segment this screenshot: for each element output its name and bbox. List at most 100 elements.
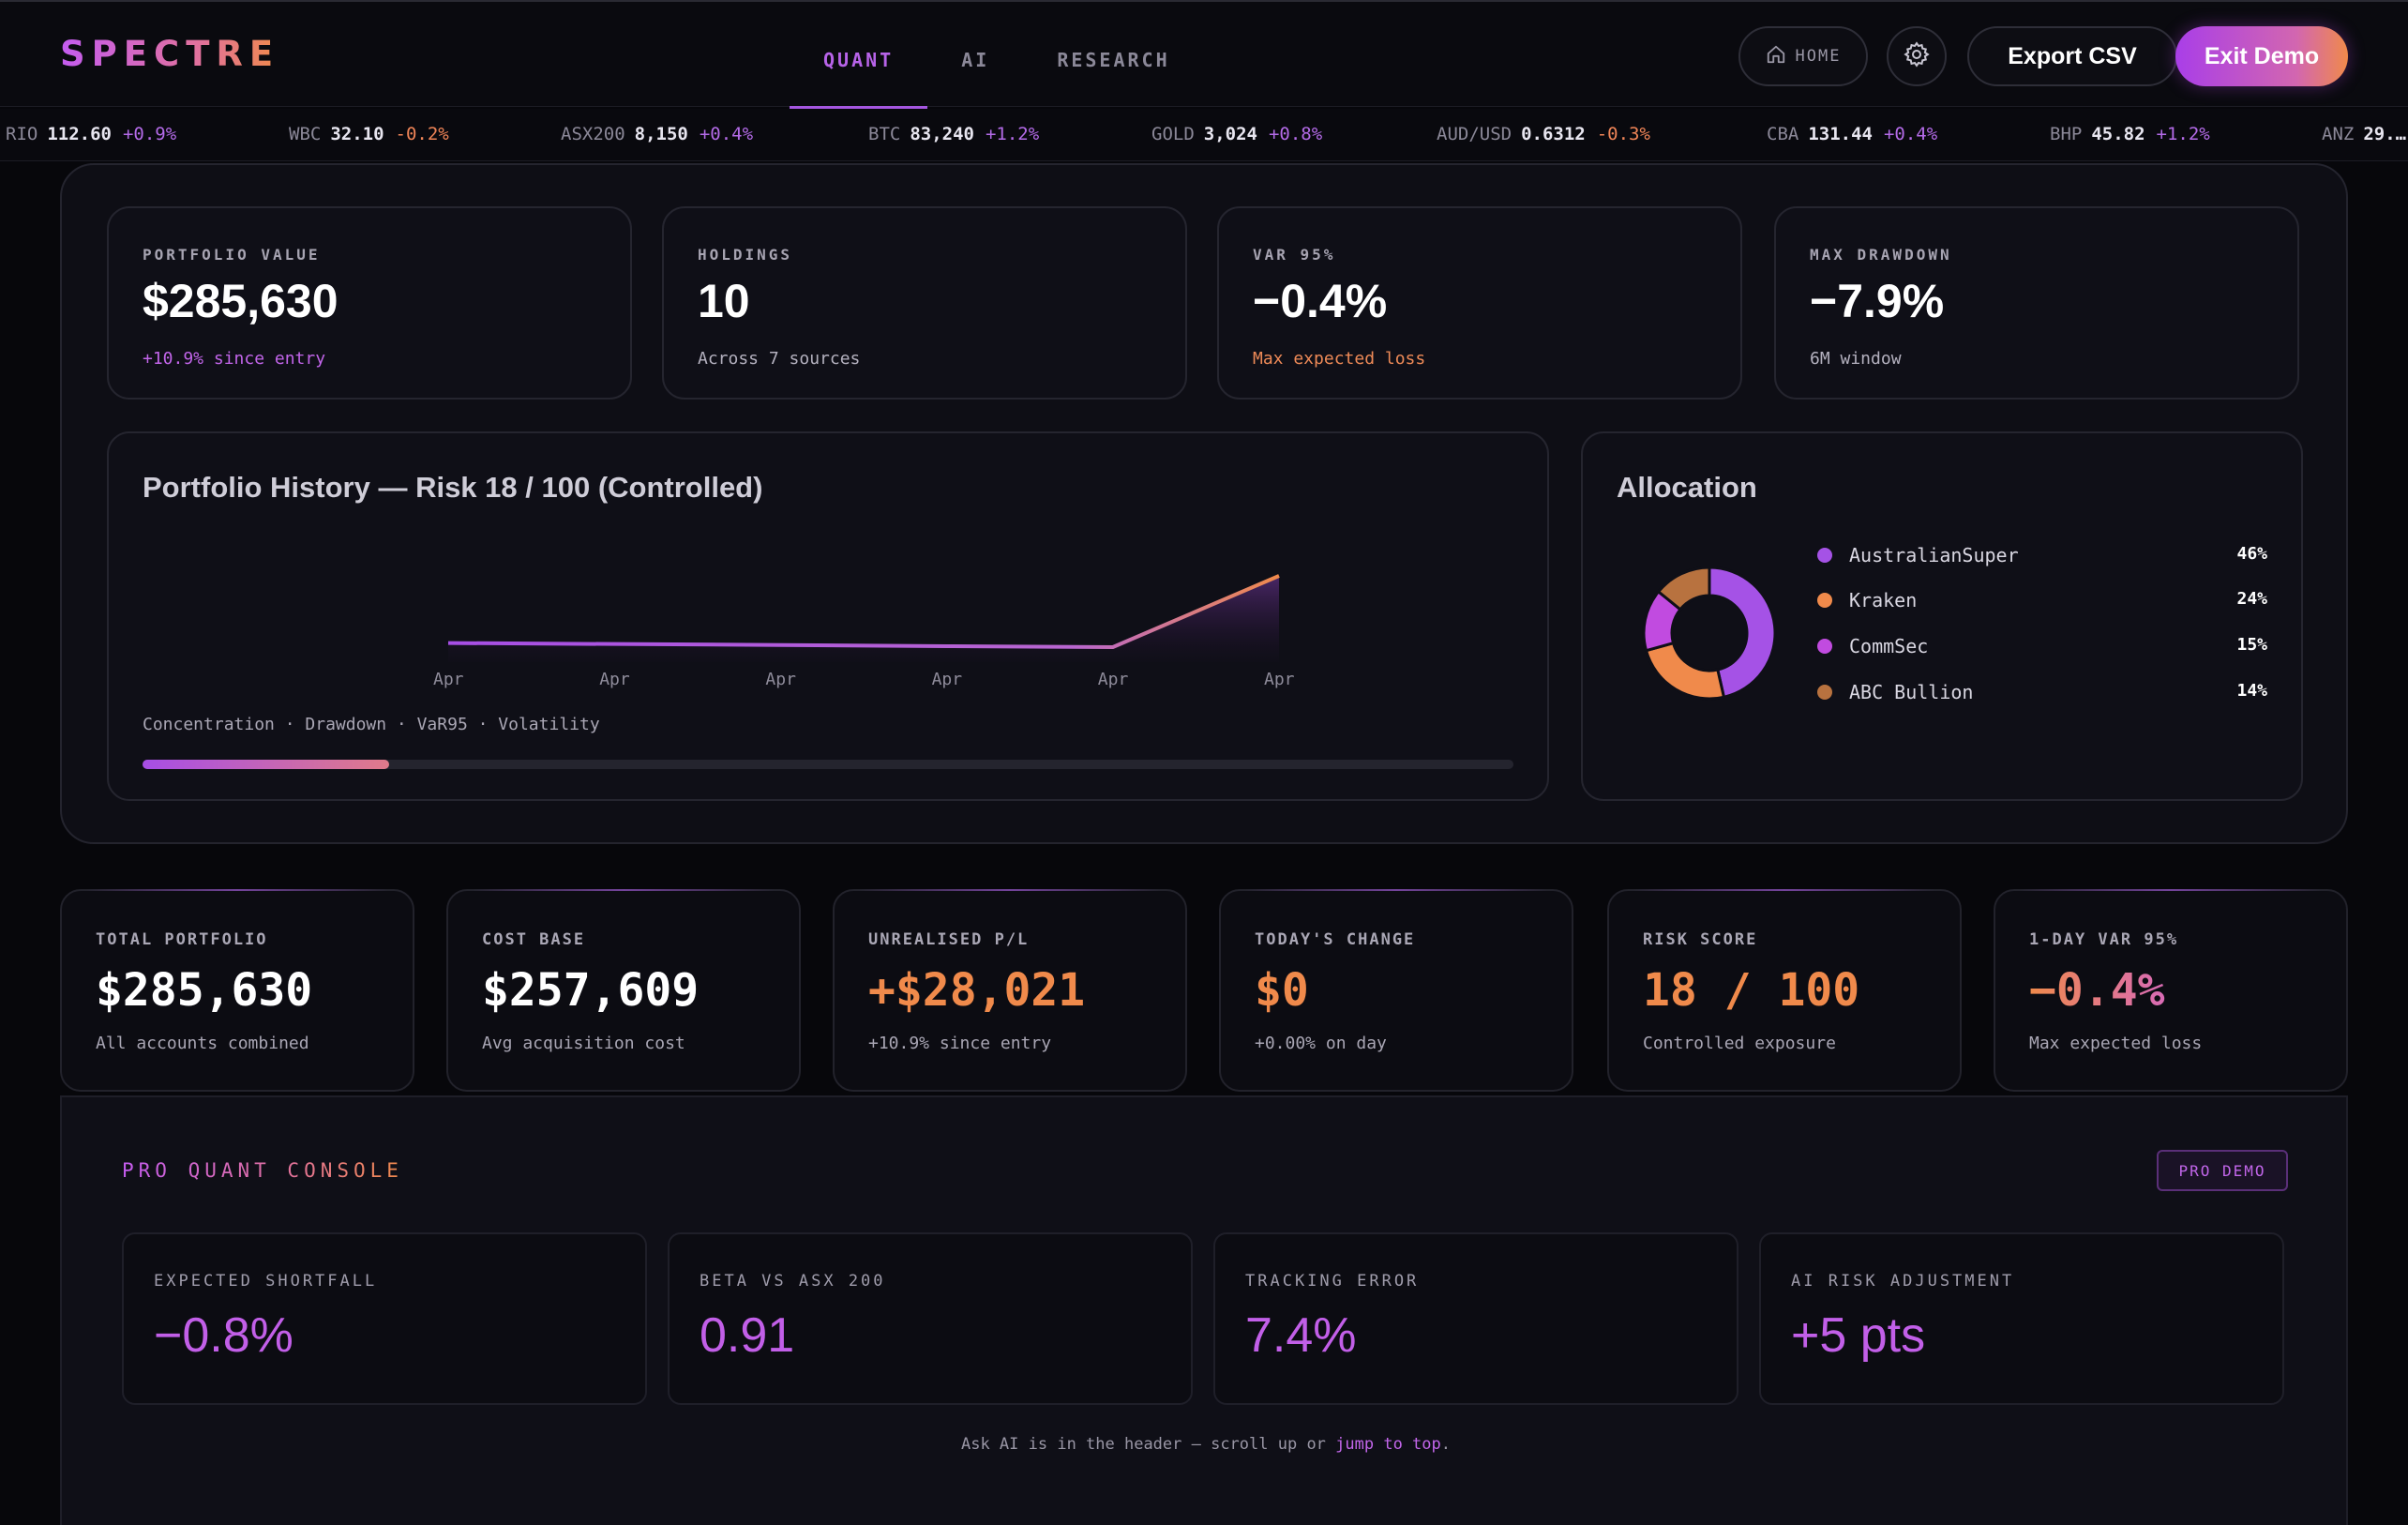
home-label: HOME — [1795, 47, 1842, 66]
allocation-name: ABC Bullion — [1849, 681, 1974, 703]
ticker-change: +1.2% — [985, 124, 1040, 144]
ticker-symbol: AUD/USD — [1437, 124, 1513, 144]
ticker-price: 3,024 — [1203, 124, 1257, 144]
portfolio-history-card: Portfolio History — Risk 18 / 100 (Contr… — [107, 431, 1549, 801]
pro-demo-badge: PRO DEMO — [2157, 1150, 2288, 1191]
allocation-item: AustralianSuper 46% — [1817, 542, 2267, 570]
ticker-change: +0.4% — [1883, 124, 1938, 144]
ticker-item: GOLD 3,024 +0.8% — [1151, 124, 1322, 144]
var-card: VAR 95% −0.4% Max expected loss — [1217, 206, 1742, 400]
allocation-name: AustralianSuper — [1849, 544, 2019, 566]
chart-title: Portfolio History — Risk 18 / 100 (Contr… — [143, 471, 763, 504]
ticker-price: 131.44 — [1808, 124, 1873, 144]
ticker-price: 8,150 — [634, 124, 688, 144]
market-ticker: RIO 112.60 +0.9% WBC 32.10 -0.2% ASX200 8,150… — [0, 109, 2408, 161]
unrealised-pl-card: UNREALISED P/L +$28,021 +10.9% since ent… — [833, 889, 1187, 1092]
expected-shortfall-card: EXPECTED SHORTFALL −0.8% — [122, 1232, 647, 1405]
kpi-value: +$28,021 — [868, 964, 1086, 1017]
legend-dot — [1817, 593, 1832, 608]
metric-value: +5 pts — [1791, 1308, 1926, 1363]
donut-slice[interactable] — [1656, 566, 1711, 612]
ticker-symbol: GOLD — [1151, 124, 1195, 144]
allocation-donut-chart — [1642, 566, 1777, 701]
tracking-error-card: TRACKING ERROR 7.4% — [1213, 1232, 1738, 1405]
metric-label: EXPECTED SHORTFALL — [154, 1272, 378, 1291]
note-suffix: . — [1440, 1435, 1451, 1454]
history-area-fill — [448, 576, 1279, 662]
gear-icon — [1903, 40, 1931, 73]
portfolio-value-card: PORTFOLIO VALUE $285,630 +10.9% since en… — [107, 206, 632, 400]
ticker-symbol: CBA — [1767, 124, 1799, 144]
ticker-change: +0.8% — [1268, 124, 1323, 144]
ticker-price: 0.6312 — [1521, 124, 1586, 144]
app-logo[interactable]: SPECTRE — [60, 34, 280, 74]
kpi-label: COST BASE — [482, 930, 586, 949]
kpi-label: 1-DAY VAR 95% — [2029, 930, 2179, 949]
stat-value: −7.9% — [1810, 275, 1945, 327]
ticker-price: 45.82 — [2091, 124, 2145, 144]
metric-value: 0.91 — [700, 1308, 795, 1363]
settings-button[interactable] — [1887, 26, 1947, 86]
x-tick-label: Apr — [599, 670, 630, 689]
x-tick-label: Apr — [1098, 670, 1129, 689]
main-nav: QUANT AI RESEARCH — [790, 2, 1204, 109]
stat-sub: Across 7 sources — [698, 349, 861, 369]
x-tick-label: Apr — [765, 670, 796, 689]
legend-dot — [1817, 639, 1832, 654]
ticker-symbol: RIO — [6, 124, 38, 144]
legend-dot — [1817, 685, 1832, 700]
kpi-label: UNREALISED P/L — [868, 930, 1030, 949]
ticker-item: ASX200 8,150 +0.4% — [561, 124, 753, 144]
stat-sub: +10.9% since entry — [143, 349, 326, 369]
ticker-change: -0.2% — [395, 124, 449, 144]
console-title: PRO QUANT CONSOLE — [122, 1159, 403, 1182]
risk-score-card: RISK SCORE 18 / 100 Controlled exposure — [1607, 889, 1962, 1092]
portfolio-overview-panel: PORTFOLIO VALUE $285,630 +10.9% since en… — [60, 163, 2348, 844]
stat-value: 10 — [698, 275, 750, 327]
donut-slice[interactable] — [1644, 641, 1726, 701]
kpi-sub: Avg acquisition cost — [482, 1034, 685, 1053]
kpi-value: $0 — [1255, 964, 1309, 1017]
cost-base-card: COST BASE $257,609 Avg acquisition cost — [446, 889, 801, 1092]
ticker-symbol: ANZ — [2322, 124, 2355, 144]
stat-label: MAX DRAWDOWN — [1810, 246, 1952, 264]
metric-value: −0.8% — [154, 1308, 293, 1363]
home-icon — [1766, 44, 1786, 69]
ticker-symbol: BTC — [868, 124, 901, 144]
todays-change-card: TODAY'S CHANGE $0 +0.00% on day — [1219, 889, 1573, 1092]
holdings-card: HOLDINGS 10 Across 7 sources — [662, 206, 1187, 400]
x-tick-label: Apr — [433, 670, 464, 689]
ticker-item: AUD/USD 0.6312 -0.3% — [1437, 124, 1650, 144]
stat-label: VAR 95% — [1253, 246, 1336, 264]
allocation-title: Allocation — [1617, 471, 1757, 504]
stat-sub: 6M window — [1810, 349, 1902, 369]
exit-demo-button[interactable]: Exit Demo — [2175, 26, 2348, 86]
export-csv-button[interactable]: Export CSV — [1967, 26, 2177, 86]
kpi-label: RISK SCORE — [1643, 930, 1758, 949]
risk-score-bar — [143, 760, 1513, 769]
ticker-price: 112.60 — [47, 124, 112, 144]
jump-to-top-link[interactable]: jump to top — [1335, 1435, 1441, 1454]
stat-label: PORTFOLIO VALUE — [143, 246, 321, 264]
ticker-price: 29.… — [2363, 124, 2407, 144]
stat-value: $285,630 — [143, 275, 339, 327]
x-tick-label: Apr — [1264, 670, 1295, 689]
risk-factors-legend: Concentration · Drawdown · VaR95 · Volat… — [143, 715, 600, 734]
ticker-price: 83,240 — [910, 124, 974, 144]
kpi-value: 18 / 100 — [1643, 964, 1860, 1017]
tab-ai[interactable]: AI — [961, 49, 990, 71]
ticker-change: +0.4% — [699, 124, 754, 144]
allocation-item: Kraken 24% — [1817, 587, 2267, 615]
donut-slice[interactable] — [1708, 566, 1777, 700]
max-drawdown-card: MAX DRAWDOWN −7.9% 6M window — [1774, 206, 2299, 400]
allocation-name: Kraken — [1849, 589, 1918, 612]
kpi-label: TOTAL PORTFOLIO — [96, 930, 268, 949]
risk-score-fill — [143, 760, 390, 769]
tab-quant[interactable]: QUANT — [790, 2, 928, 109]
allocation-pct: 46% — [2236, 544, 2267, 564]
tab-research[interactable]: RESEARCH — [1057, 49, 1170, 71]
ticker-price: 32.10 — [330, 124, 384, 144]
metric-label: TRACKING ERROR — [1245, 1272, 1420, 1291]
home-button[interactable]: HOME — [1738, 26, 1868, 86]
ticker-symbol: ASX200 — [561, 124, 625, 144]
